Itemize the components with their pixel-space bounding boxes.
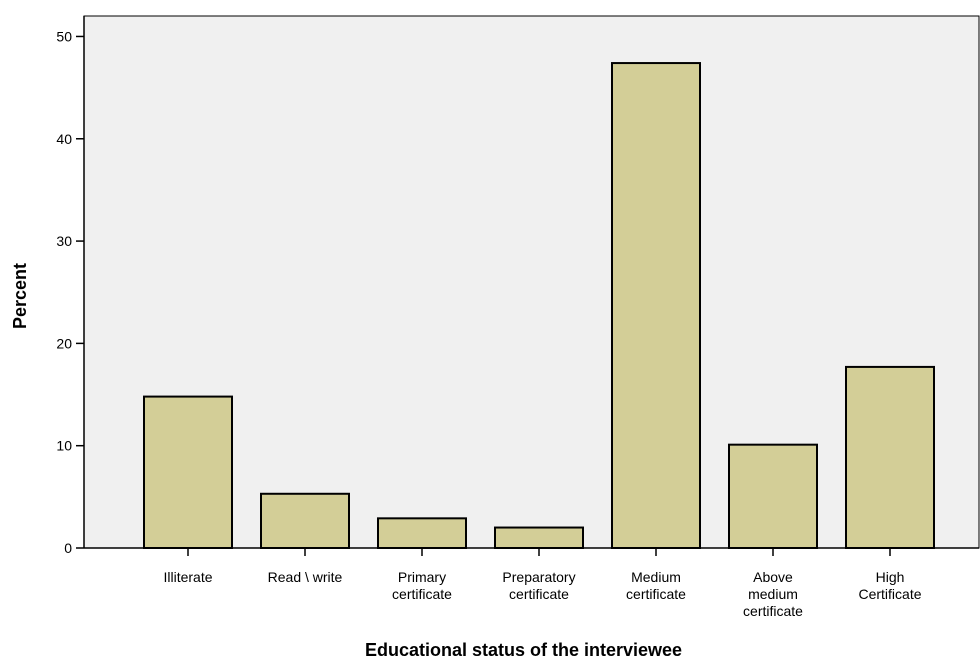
- bar: [728, 443, 818, 549]
- x-axis-title: Educational status of the interviewee: [365, 640, 682, 660]
- bar: [845, 365, 935, 549]
- bar: [377, 517, 467, 549]
- bar: [611, 62, 701, 550]
- x-tick-label: High Certificate: [858, 569, 921, 602]
- bar: [143, 395, 233, 550]
- x-tick-label: Primary certificate: [392, 569, 452, 602]
- y-tick-label: 50: [56, 28, 72, 44]
- x-tick-label: Read \ write: [268, 569, 343, 585]
- bars-layer: [143, 62, 935, 550]
- y-tick-label: 10: [56, 438, 72, 454]
- y-tick-label: 0: [64, 540, 72, 556]
- x-tick-label: Medium certificate: [626, 569, 686, 602]
- y-axis-ticks: 0 10 20 30 40 50: [56, 28, 84, 556]
- bar: [260, 492, 350, 549]
- x-tick-label: Preparatory certificate: [502, 569, 575, 602]
- plot-area: [83, 15, 980, 549]
- bar: [494, 526, 584, 549]
- x-tick-label: Above medium certificate: [743, 569, 803, 619]
- x-axis-ticks: Illiterate Read \ write Primary certificate…: [163, 548, 922, 619]
- y-tick-label: 30: [56, 233, 72, 249]
- y-tick-label: 40: [56, 131, 72, 147]
- x-tick-label: Illiterate: [163, 569, 212, 585]
- y-tick-label: 20: [56, 335, 72, 351]
- y-axis-title: Percent: [10, 263, 30, 329]
